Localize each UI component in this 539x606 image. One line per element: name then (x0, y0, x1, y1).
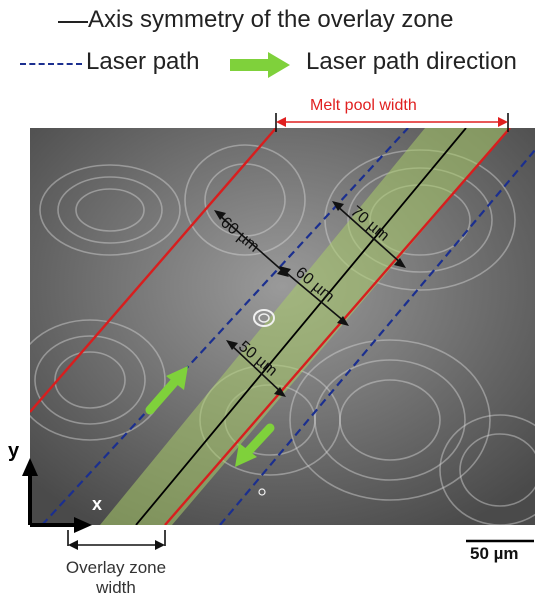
axis-of-symmetry (135, 128, 467, 525)
laser-path-right (219, 149, 535, 525)
laser-path-left (41, 128, 409, 525)
legend-laser-path-swatch (20, 63, 82, 65)
legend-direction-arrow-icon (230, 52, 290, 78)
direction-arrow-up-icon (145, 366, 188, 415)
melt-pool-boundary-left (30, 128, 277, 413)
sem-micrograph (30, 128, 535, 525)
melt-pool-width-label: Melt pool width (310, 97, 417, 114)
legend-laser-path-label: Laser path (86, 48, 200, 75)
overlay-zone-width-line1: Overlay zone (65, 558, 167, 577)
overlay-zone-width-label: Overlay zone width (36, 558, 196, 598)
legend-direction-label: Laser path direction (306, 48, 517, 75)
melt-pool-boundary-right (164, 128, 511, 525)
overlay-zone-band (100, 128, 510, 525)
axis-x-label: x (92, 494, 103, 514)
direction-arrow-down-icon (235, 423, 275, 467)
axis-y-label: y (8, 440, 20, 462)
legend-axis-label: Axis symmetry of the overlay zone (88, 6, 454, 33)
overlay-zone-width-line2: width (96, 578, 136, 597)
legend-axis-line-swatch (58, 21, 88, 23)
scale-bar-label: 50 µm (470, 544, 519, 563)
